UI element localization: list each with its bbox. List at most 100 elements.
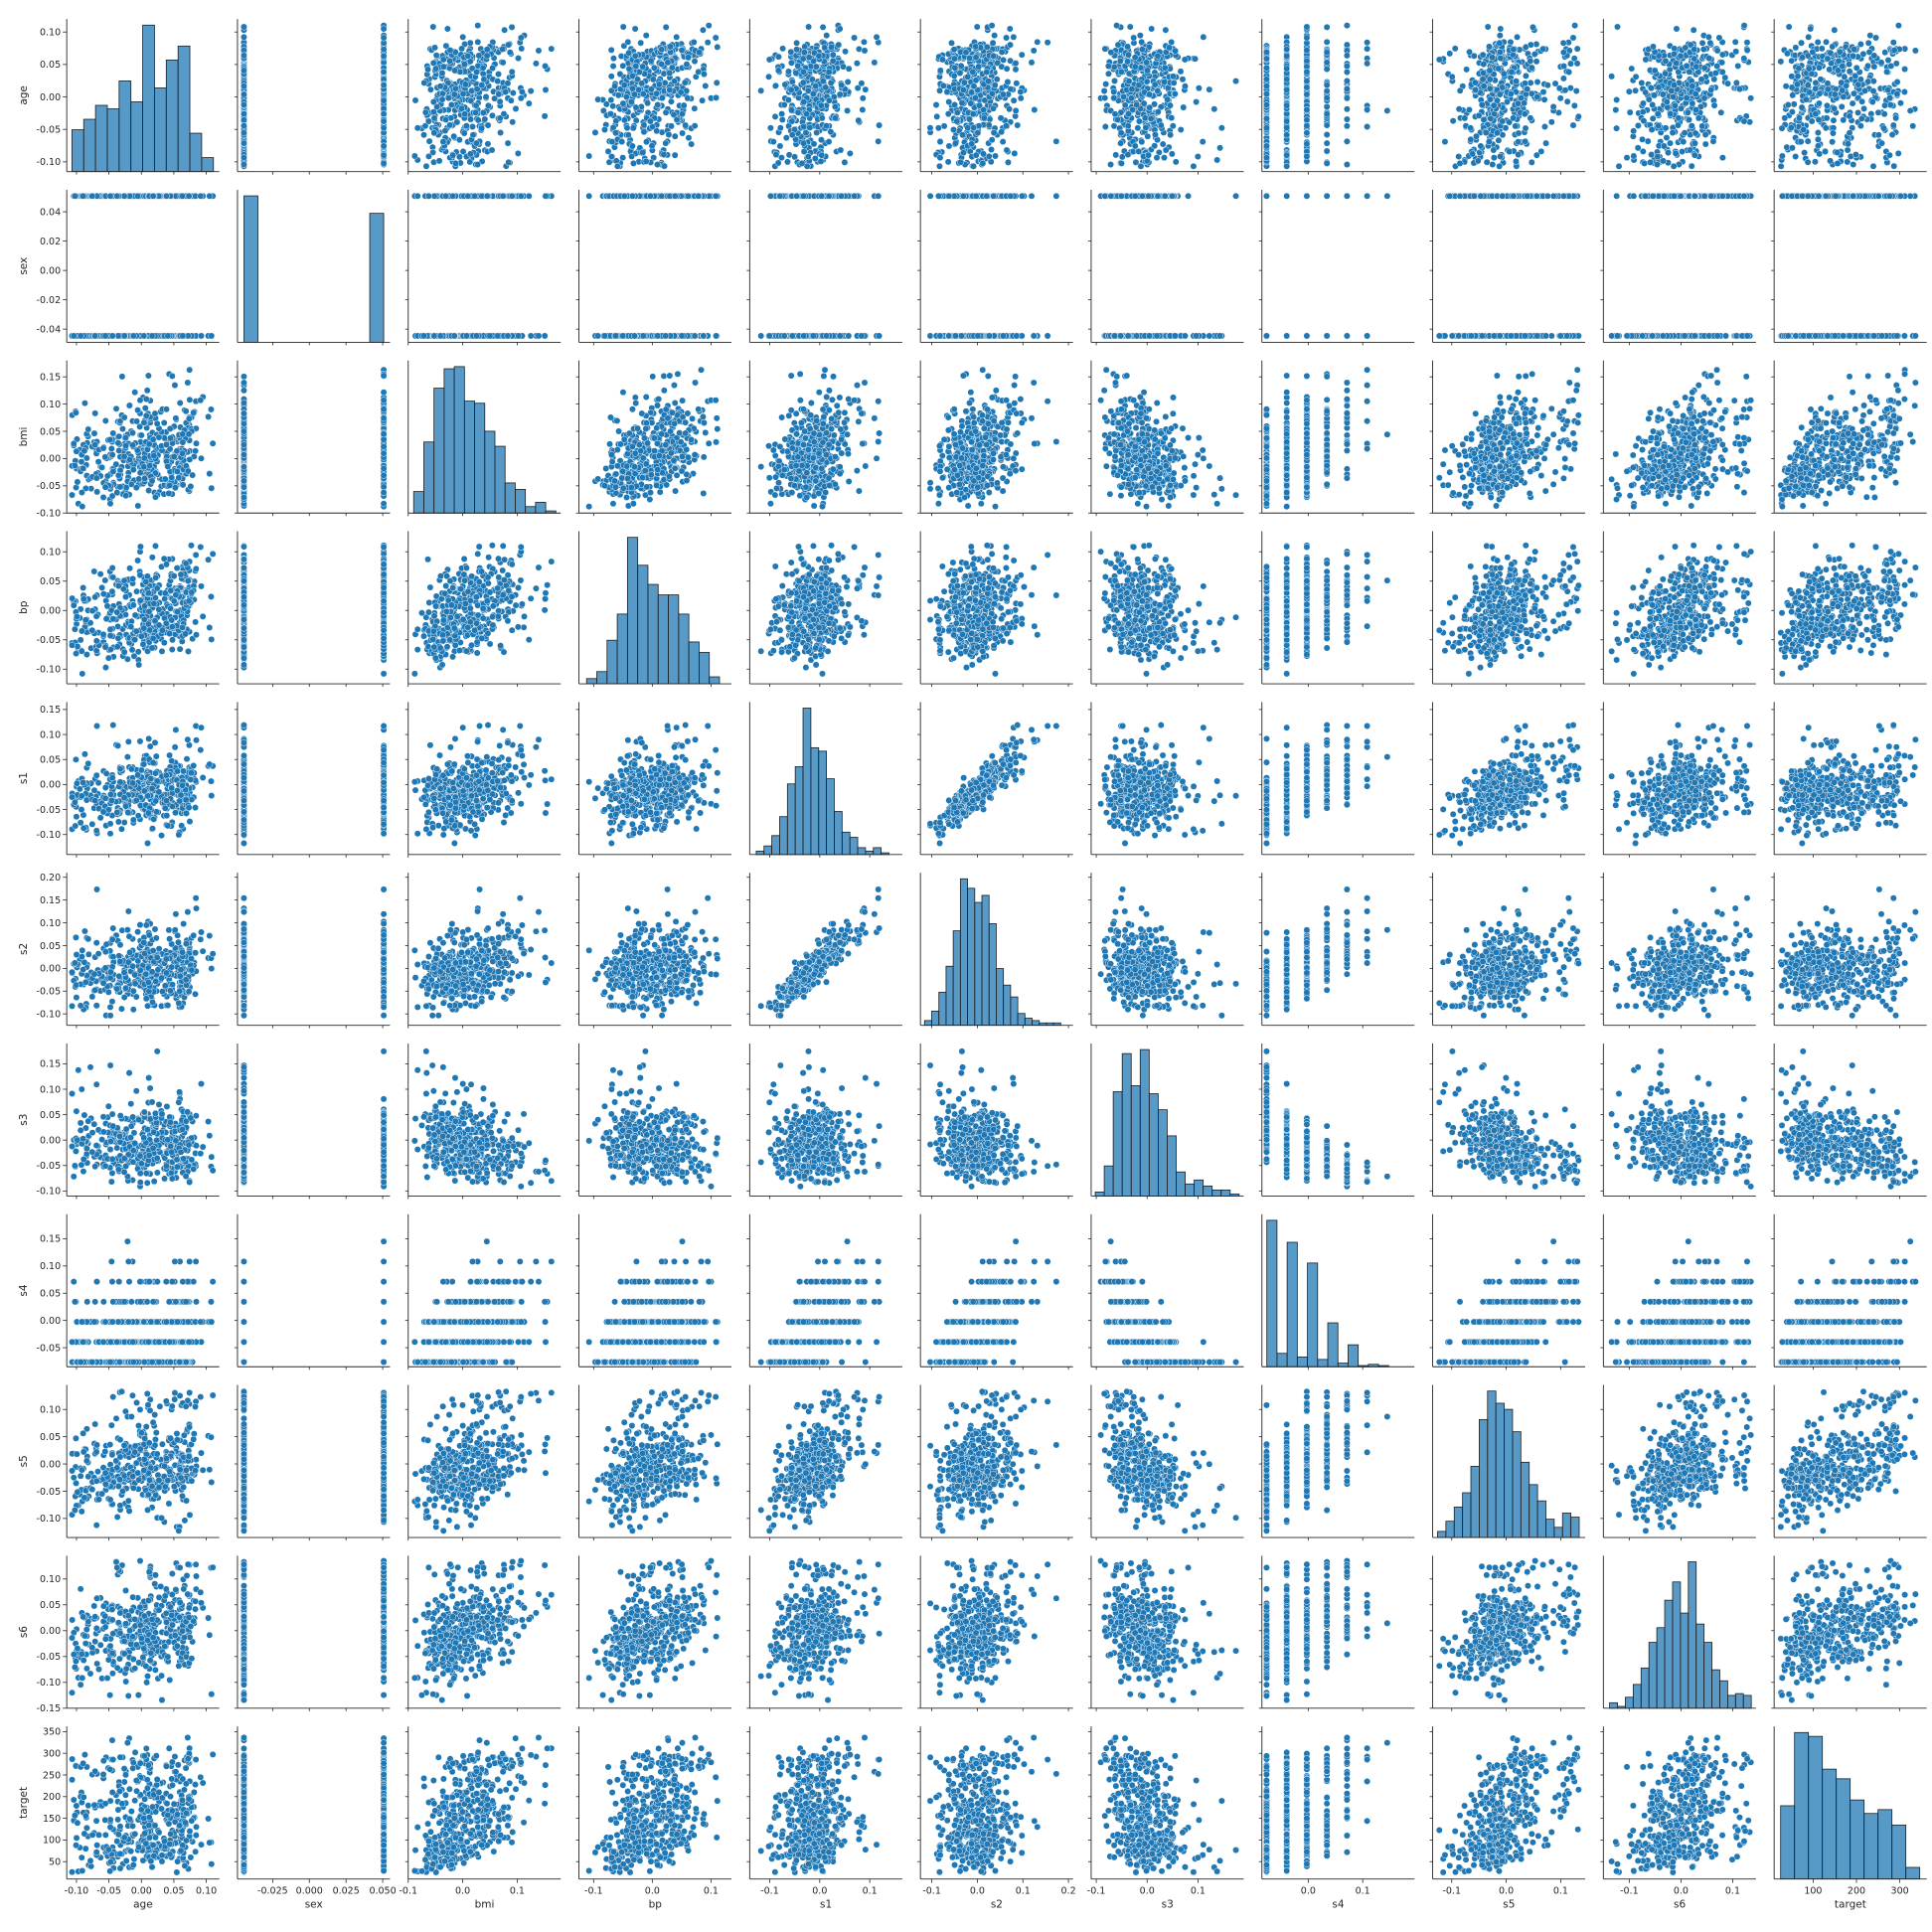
scatter-point: [1673, 60, 1679, 66]
scatter-point: [1562, 87, 1568, 93]
scatter-point: [1018, 88, 1024, 94]
scatter-point: [431, 45, 437, 51]
scatter-point: [1486, 44, 1492, 50]
scatter-point: [1011, 34, 1017, 40]
scatter-point: [1158, 122, 1164, 128]
scatter-point: [1457, 87, 1463, 93]
scatter-point: [813, 83, 819, 89]
scatter-point: [819, 152, 825, 158]
scatter-point: [1631, 153, 1637, 159]
scatter-point: [1283, 86, 1289, 92]
scatter-point: [1741, 118, 1747, 124]
scatter-point: [619, 138, 625, 144]
scatter-point: [779, 116, 785, 122]
scatter-point: [958, 63, 964, 69]
scatter-point: [1693, 64, 1699, 70]
scatter-point: [381, 118, 387, 124]
scatter-point: [684, 87, 690, 93]
scatter-point: [1649, 101, 1655, 107]
scatter-point: [1910, 123, 1916, 129]
scatter-point: [778, 154, 784, 160]
scatter-point: [1468, 136, 1474, 142]
scatter-point: [1263, 90, 1269, 96]
scatter-point: [1143, 60, 1149, 66]
scatter-point: [1488, 115, 1494, 121]
scatter-point: [1847, 113, 1852, 119]
scatter-point: [1510, 115, 1516, 121]
y-tick-label: 0.00: [40, 92, 61, 103]
scatter-point: [679, 111, 685, 117]
scatter-point: [1784, 51, 1790, 57]
scatter-point: [620, 100, 626, 106]
scatter-point: [433, 52, 439, 58]
scatter-point: [1132, 64, 1138, 70]
scatter-point: [381, 82, 387, 88]
scatter-point: [1004, 147, 1010, 153]
scatter-point: [1682, 130, 1688, 136]
scatter-point: [1689, 122, 1694, 128]
scatter-point: [860, 106, 866, 112]
scatter-point: [625, 39, 631, 45]
scatter-point: [946, 98, 952, 104]
scatter-point: [998, 115, 1004, 121]
scatter-point: [992, 153, 998, 159]
scatter-point: [608, 47, 614, 53]
scatter-point: [830, 52, 836, 58]
scatter-point: [549, 46, 555, 52]
scatter-point: [1660, 158, 1666, 164]
scatter-point: [1801, 149, 1807, 155]
scatter-point: [1678, 105, 1684, 111]
scatter-point: [526, 100, 532, 106]
scatter-point: [692, 58, 698, 64]
scatter-point: [450, 133, 456, 139]
scatter-point: [472, 109, 478, 115]
scatter-point: [1032, 106, 1038, 112]
scatter-point: [1152, 131, 1158, 137]
scatter-point: [777, 125, 783, 131]
scatter-point: [1744, 39, 1750, 45]
scatter-point: [822, 45, 828, 51]
scatter-point: [1283, 47, 1289, 53]
scatter-point: [939, 57, 945, 63]
scatter-point: [777, 143, 783, 149]
scatter-point: [463, 122, 469, 128]
scatter-point: [1018, 95, 1024, 101]
scatter-point: [816, 53, 822, 59]
scatter-point: [1324, 82, 1330, 88]
scatter-point: [630, 160, 636, 166]
scatter-point: [1111, 88, 1117, 94]
scatter-point: [1672, 102, 1678, 108]
scatter-point: [1845, 147, 1851, 153]
scatter-point: [1263, 49, 1269, 55]
scatter-point: [629, 143, 635, 149]
histogram-bar: [131, 101, 143, 171]
scatter-point: [623, 93, 629, 99]
scatter-point: [706, 22, 712, 28]
scatter-point: [1263, 65, 1269, 71]
scatter-point: [1692, 90, 1698, 96]
scatter-point: [847, 150, 853, 156]
scatter-point: [980, 151, 986, 157]
scatter-point: [1613, 96, 1619, 102]
scatter-point: [971, 124, 977, 130]
scatter-point: [968, 100, 974, 106]
scatter-point: [1013, 107, 1019, 113]
scatter-point: [505, 140, 511, 146]
histogram-bar: [178, 46, 190, 171]
scatter-point: [788, 49, 794, 55]
scatter-point: [484, 47, 490, 53]
scatter-point: [1161, 79, 1167, 84]
scatter-point: [667, 86, 673, 92]
scatter-point: [1700, 46, 1706, 52]
scatter-point: [461, 111, 467, 117]
scatter-point: [937, 68, 943, 74]
scatter-point: [832, 115, 838, 121]
scatter-point: [484, 53, 490, 59]
scatter-point: [1515, 151, 1521, 157]
scatter-point: [692, 105, 698, 111]
scatter-point: [1663, 125, 1669, 131]
y-axis-label-age: age: [18, 85, 30, 105]
scatter-point: [856, 46, 862, 52]
scatter-point: [842, 159, 848, 165]
scatter-point: [991, 32, 997, 38]
